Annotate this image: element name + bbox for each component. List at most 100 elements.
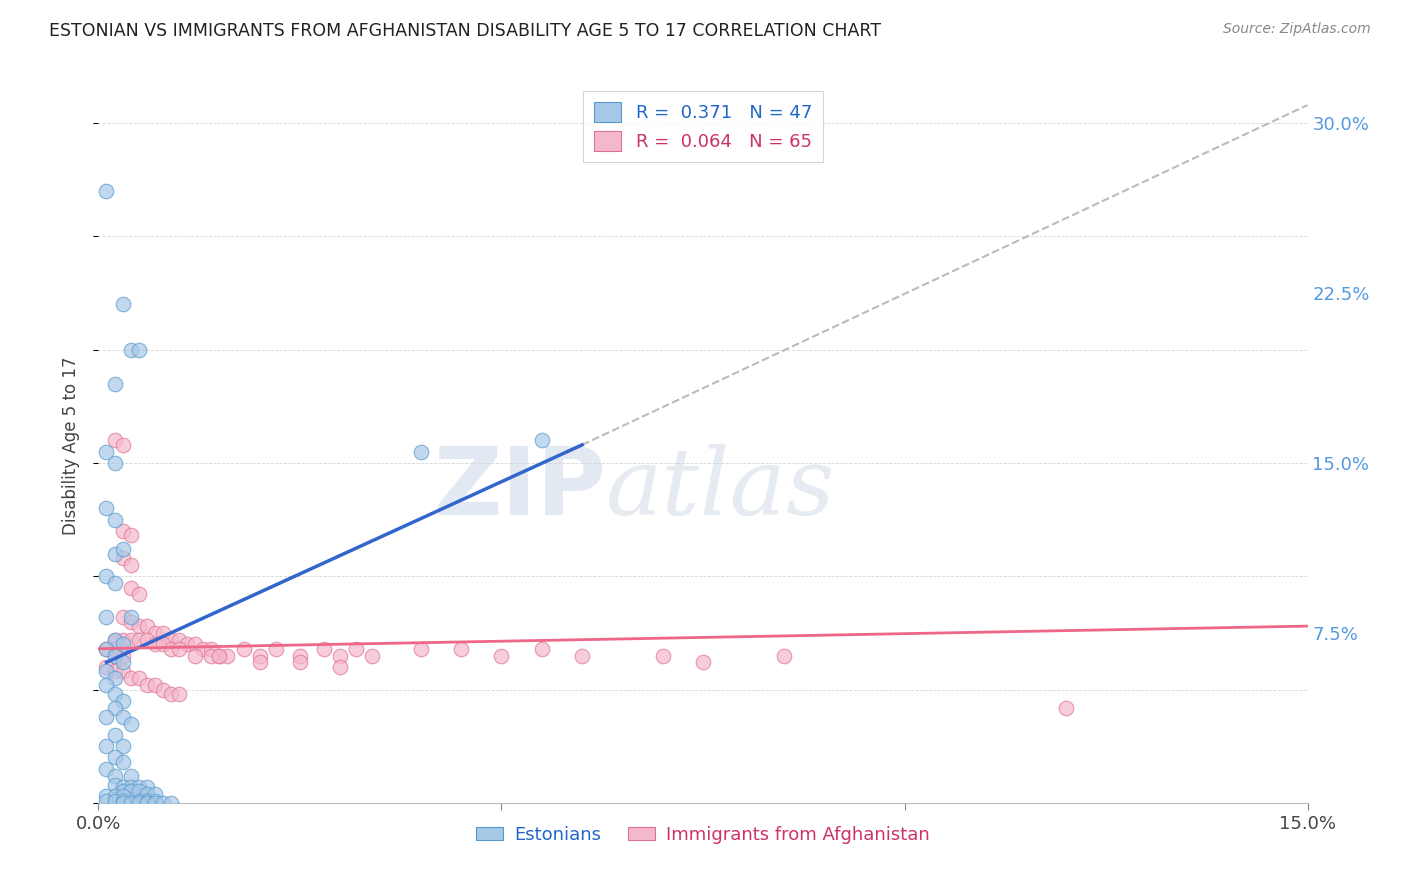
Point <box>160 632 183 647</box>
Point <box>249 656 271 670</box>
Point <box>103 793 125 807</box>
Point <box>96 709 118 723</box>
Point <box>120 716 142 731</box>
Point <box>96 678 118 692</box>
Point <box>193 641 215 656</box>
Point <box>103 778 125 792</box>
Point <box>111 784 134 798</box>
Point <box>128 784 150 798</box>
Point <box>120 343 142 357</box>
Point <box>103 547 125 561</box>
Point <box>103 576 125 591</box>
Point <box>361 648 384 663</box>
Point <box>530 434 553 448</box>
Point <box>96 660 118 674</box>
Point <box>160 796 183 810</box>
Point <box>344 641 367 656</box>
Point <box>103 750 125 764</box>
Point <box>152 796 174 810</box>
Point <box>120 528 142 542</box>
Point <box>651 648 673 663</box>
Point <box>103 456 125 470</box>
Point <box>111 632 134 647</box>
Point <box>103 648 125 663</box>
Point <box>103 632 125 647</box>
Point <box>120 632 142 647</box>
Point <box>128 793 150 807</box>
Point <box>96 444 118 458</box>
Point <box>120 671 142 685</box>
Point <box>329 660 352 674</box>
Point <box>128 671 150 685</box>
Point <box>111 793 134 807</box>
Text: Source: ZipAtlas.com: Source: ZipAtlas.com <box>1223 22 1371 37</box>
Point <box>135 796 157 810</box>
Point <box>450 641 472 656</box>
Y-axis label: Disability Age 5 to 17: Disability Age 5 to 17 <box>62 357 80 535</box>
Point <box>329 648 352 663</box>
Point <box>128 619 150 633</box>
Point <box>103 641 125 656</box>
Point <box>135 619 157 633</box>
Point <box>120 581 142 595</box>
Point <box>111 780 134 794</box>
Point <box>409 444 432 458</box>
Point <box>103 700 125 714</box>
Point <box>692 656 714 670</box>
Point <box>128 796 150 810</box>
Point <box>96 501 118 516</box>
Point <box>143 787 166 801</box>
Text: atlas: atlas <box>606 444 835 533</box>
Point <box>120 610 142 624</box>
Point <box>120 769 142 783</box>
Point <box>96 793 118 807</box>
Point <box>288 648 311 663</box>
Point <box>167 632 190 647</box>
Point <box>111 648 134 663</box>
Point <box>217 648 239 663</box>
Point <box>120 780 142 794</box>
Point <box>314 641 336 656</box>
Point <box>288 656 311 670</box>
Point <box>143 637 166 651</box>
Point <box>111 665 134 679</box>
Point <box>128 632 150 647</box>
Point <box>96 610 118 624</box>
Point <box>176 637 198 651</box>
Point <box>111 739 134 754</box>
Point <box>103 769 125 783</box>
Point <box>103 728 125 742</box>
Point <box>111 709 134 723</box>
Point <box>128 587 150 601</box>
Legend: Estonians, Immigrants from Afghanistan: Estonians, Immigrants from Afghanistan <box>470 819 936 851</box>
Point <box>103 671 125 685</box>
Point <box>111 438 134 452</box>
Point <box>128 343 150 357</box>
Point <box>96 641 118 656</box>
Point <box>208 648 231 663</box>
Point <box>200 641 222 656</box>
Point <box>167 641 190 656</box>
Point <box>184 648 207 663</box>
Point <box>167 687 190 701</box>
Point <box>184 637 207 651</box>
Point <box>103 376 125 391</box>
Point <box>120 558 142 572</box>
Point <box>111 551 134 566</box>
Point <box>232 641 254 656</box>
Point <box>409 641 432 656</box>
Point <box>143 793 166 807</box>
Point <box>103 434 125 448</box>
Point <box>111 656 134 670</box>
Point <box>120 796 142 810</box>
Point <box>128 780 150 794</box>
Point <box>111 297 134 311</box>
Point <box>135 793 157 807</box>
Point <box>152 682 174 697</box>
Point <box>103 789 125 803</box>
Text: ESTONIAN VS IMMIGRANTS FROM AFGHANISTAN DISABILITY AGE 5 TO 17 CORRELATION CHART: ESTONIAN VS IMMIGRANTS FROM AFGHANISTAN … <box>49 22 882 40</box>
Point <box>264 641 287 656</box>
Point <box>111 789 134 803</box>
Point <box>96 665 118 679</box>
Point <box>111 610 134 624</box>
